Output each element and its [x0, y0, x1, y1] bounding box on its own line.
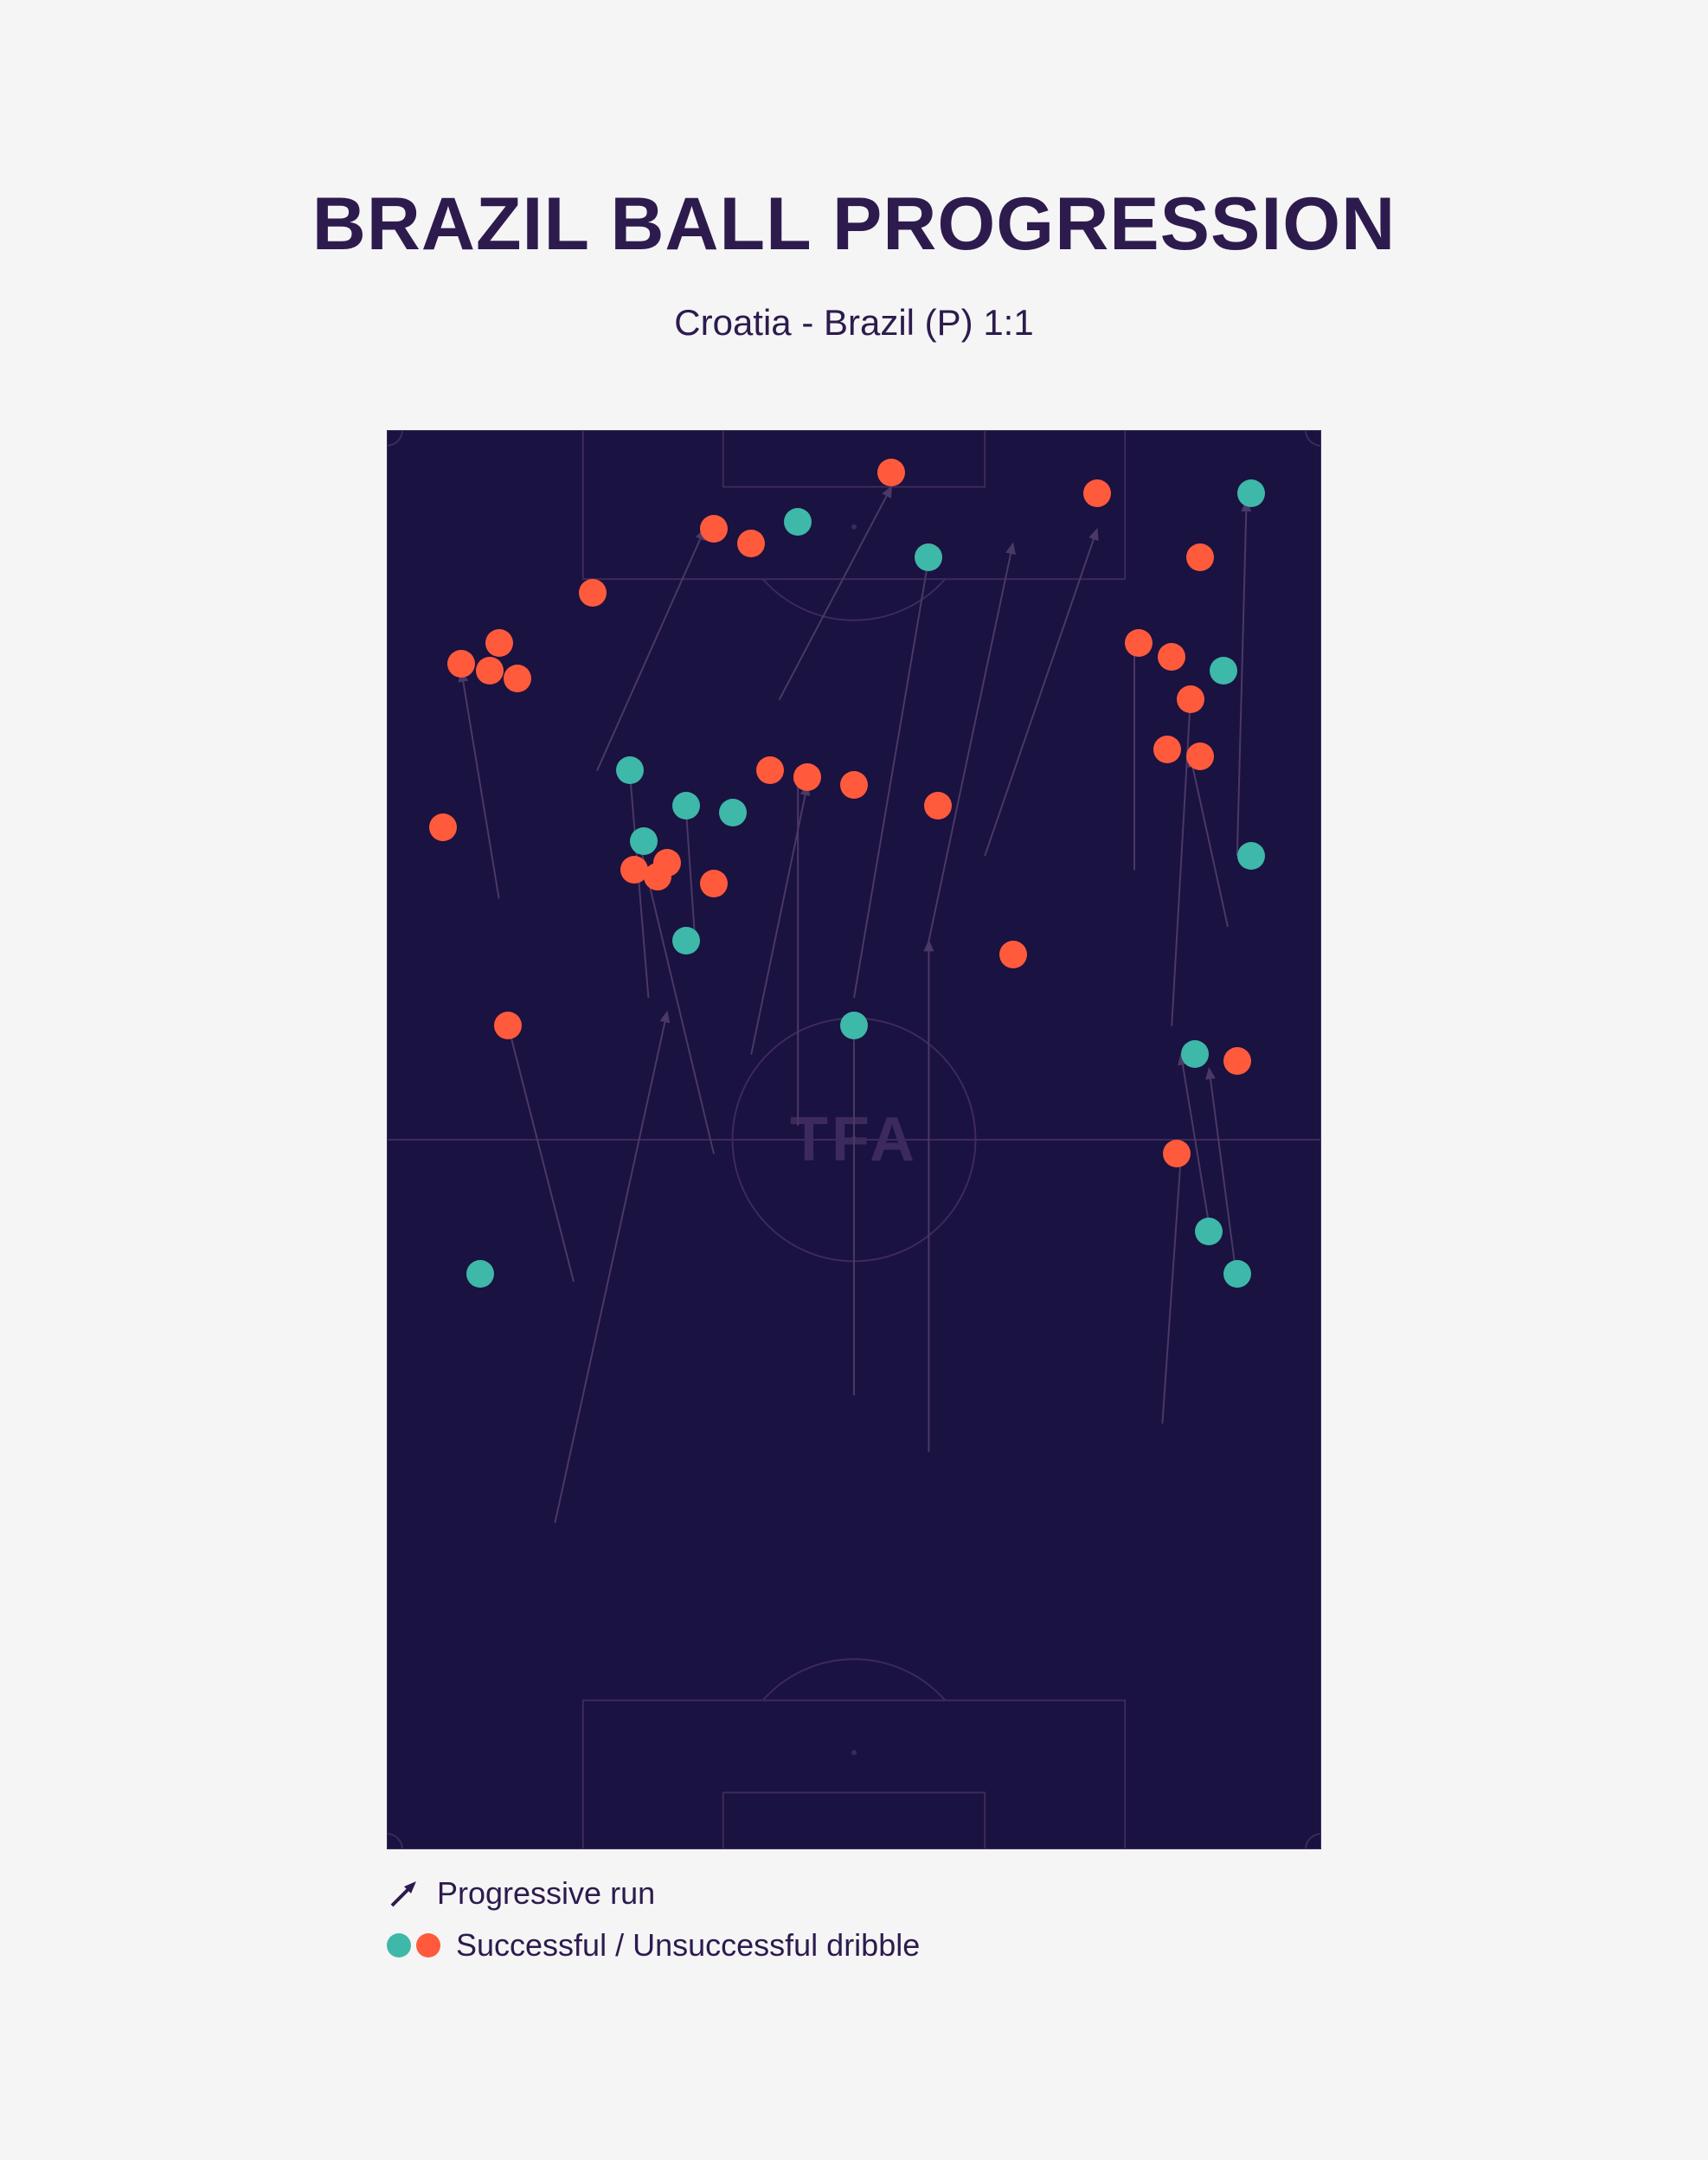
unsuccessful-dribble-dot	[504, 665, 531, 692]
successful-dribble-dot	[784, 508, 812, 536]
unsuccessful-dribble-dot	[1083, 479, 1111, 507]
unsuccessful-dribble-dot	[1186, 543, 1214, 571]
unsuccessful-dribble-dot	[924, 792, 952, 820]
successful-dribble-dot	[1237, 479, 1265, 507]
unsuccessful-dribble-dot	[999, 941, 1027, 968]
progressive-run-icon	[387, 1876, 421, 1911]
successful-dribble-dot	[840, 1012, 868, 1039]
legend-label-run: Progressive run	[437, 1875, 655, 1912]
successful-dribble-dot	[672, 927, 700, 955]
legend: Progressive run Successful / Unsuccessfu…	[387, 1875, 1589, 1964]
unsuccessful-dribble-dot	[700, 515, 728, 543]
unsuccessful-dribble-dot	[429, 813, 457, 841]
unsuccessful-dribble-dot	[494, 1012, 522, 1039]
successful-dribble-dot	[466, 1260, 494, 1288]
unsuccessful-dribble-dot	[1125, 629, 1153, 657]
successful-dribble-dot	[1237, 842, 1265, 870]
football-pitch: TFA	[387, 430, 1321, 1849]
unsuccessful-dribble-dot	[1158, 643, 1185, 671]
unsuccessful-dot-icon	[416, 1933, 440, 1958]
successful-dribble-dot	[1223, 1260, 1251, 1288]
legend-row-run: Progressive run	[387, 1875, 1589, 1912]
unsuccessful-dribble-dot	[485, 629, 513, 657]
unsuccessful-dribble-dot	[877, 459, 905, 486]
successful-dribble-dot	[1181, 1040, 1209, 1068]
successful-dribble-dot	[1195, 1218, 1223, 1245]
unsuccessful-dribble-dot	[1163, 1140, 1191, 1167]
successful-dribble-dot	[630, 827, 658, 855]
unsuccessful-dribble-dot	[579, 579, 607, 607]
legend-row-dribble: Successful / Unsuccessful dribble	[387, 1927, 1589, 1964]
successful-dribble-dot	[1210, 657, 1237, 685]
successful-dribble-dot	[672, 792, 700, 820]
unsuccessful-dribble-dot	[1223, 1047, 1251, 1075]
unsuccessful-dribble-dot	[756, 756, 784, 784]
pitch-area: TFA	[119, 430, 1589, 1849]
successful-dot-icon	[387, 1933, 411, 1958]
chart-container: BRAZIL BALL PROGRESSION Croatia - Brazil…	[119, 182, 1589, 1979]
unsuccessful-dribble-dot	[840, 771, 868, 799]
legend-dots-icon	[387, 1933, 440, 1958]
legend-label-dribble: Successful / Unsuccessful dribble	[456, 1927, 920, 1964]
unsuccessful-dribble-dot	[793, 763, 821, 791]
unsuccessful-dribble-dot	[447, 650, 475, 678]
unsuccessful-dribble-dot	[1153, 736, 1181, 763]
unsuccessful-dribble-dot	[1177, 685, 1204, 713]
successful-dribble-dot	[719, 799, 747, 826]
unsuccessful-dribble-dot	[1186, 742, 1214, 770]
successful-dribble-dot	[616, 756, 644, 784]
unsuccessful-dribble-dot	[700, 870, 728, 897]
unsuccessful-dribble-dot	[476, 657, 504, 685]
unsuccessful-dribble-dot	[644, 863, 671, 890]
progressive-runs-layer	[387, 430, 1321, 1849]
chart-subtitle: Croatia - Brazil (P) 1:1	[119, 302, 1589, 344]
unsuccessful-dribble-dot	[737, 530, 765, 557]
chart-title: BRAZIL BALL PROGRESSION	[119, 182, 1589, 267]
successful-dribble-dot	[915, 543, 942, 571]
